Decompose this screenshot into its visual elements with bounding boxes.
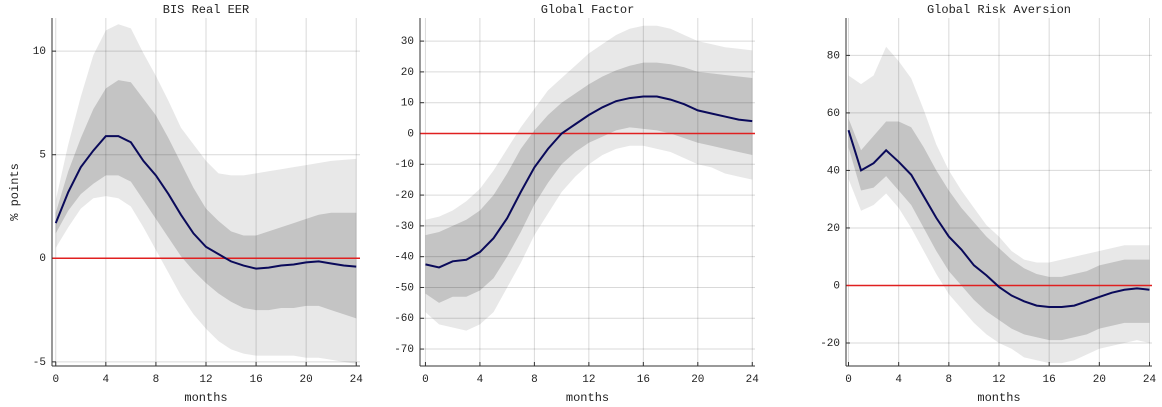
y-tick-label: 0: [39, 253, 46, 265]
y-tick-label: 0: [407, 128, 414, 140]
confidence-band: [425, 62, 753, 303]
y-tick-label: 80: [827, 50, 840, 62]
y-tick-label: -5: [33, 357, 46, 369]
x-tick-label: 4: [477, 374, 484, 386]
y-tick-label: -50: [394, 282, 414, 294]
x-tick-label: 12: [582, 374, 595, 386]
y-tick-label: 10: [33, 46, 46, 58]
series-line: [54, 135, 357, 270]
y-tick-label: -40: [394, 252, 414, 264]
x-tick-label: 0: [422, 374, 429, 386]
x-axis-label: months: [184, 391, 227, 405]
y-axis-label: % points: [8, 163, 22, 221]
x-tick-label: 24: [1143, 374, 1157, 386]
x-tick-label: 8: [153, 374, 160, 386]
x-tick-label: 12: [199, 374, 212, 386]
x-tick-label: 4: [103, 374, 110, 386]
series-line: [425, 95, 753, 269]
x-tick-label: 20: [1093, 374, 1106, 386]
x-tick-label: 16: [637, 374, 650, 386]
y-tick-label: 5: [39, 150, 46, 162]
x-tick-label: 0: [845, 374, 852, 386]
y-tick-label: 20: [401, 67, 414, 79]
y-tick-label: 10: [401, 98, 414, 110]
y-tick-label: -60: [394, 313, 414, 325]
x-tick-label: 16: [249, 374, 262, 386]
x-tick-label: 24: [350, 374, 364, 386]
x-axis-label: months: [977, 391, 1020, 405]
x-tick-label: 4: [895, 374, 902, 386]
series-line: [847, 129, 1150, 309]
x-tick-label: 8: [531, 374, 538, 386]
y-tick-label: 40: [827, 165, 840, 177]
y-tick-label: -10: [394, 159, 414, 171]
y-tick-label: -20: [394, 190, 414, 202]
x-tick-label: 16: [1043, 374, 1056, 386]
y-tick-label: -70: [394, 344, 414, 356]
x-tick-label: 20: [300, 374, 313, 386]
y-tick-label: 60: [827, 108, 840, 120]
y-tick-label: -30: [394, 221, 414, 233]
x-tick-label: 24: [746, 374, 760, 386]
y-tick-label: 20: [827, 223, 840, 235]
chart-title: Global Risk Aversion: [927, 3, 1071, 17]
y-tick-label: 30: [401, 36, 414, 48]
y-tick-label: -20: [820, 338, 840, 350]
x-tick-label: 20: [691, 374, 704, 386]
y-tick-label: 0: [833, 280, 840, 292]
x-tick-label: 0: [52, 374, 59, 386]
x-tick-label: 8: [946, 374, 953, 386]
chart-title: Global Factor: [541, 3, 635, 17]
x-axis-label: months: [566, 391, 609, 405]
x-tick-label: 12: [992, 374, 1005, 386]
chart-title: BIS Real EER: [163, 3, 249, 17]
